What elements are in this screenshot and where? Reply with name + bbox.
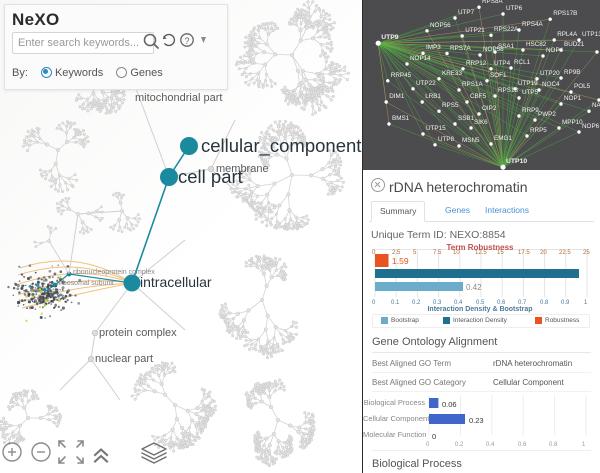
- svg-text:0: 0: [432, 432, 436, 441]
- svg-text:1.59: 1.59: [392, 256, 409, 266]
- svg-text:?: ?: [184, 36, 189, 46]
- svg-text:0.23: 0.23: [469, 416, 484, 425]
- svg-text:0.06: 0.06: [442, 400, 457, 409]
- svg-text:0.42: 0.42: [466, 283, 482, 292]
